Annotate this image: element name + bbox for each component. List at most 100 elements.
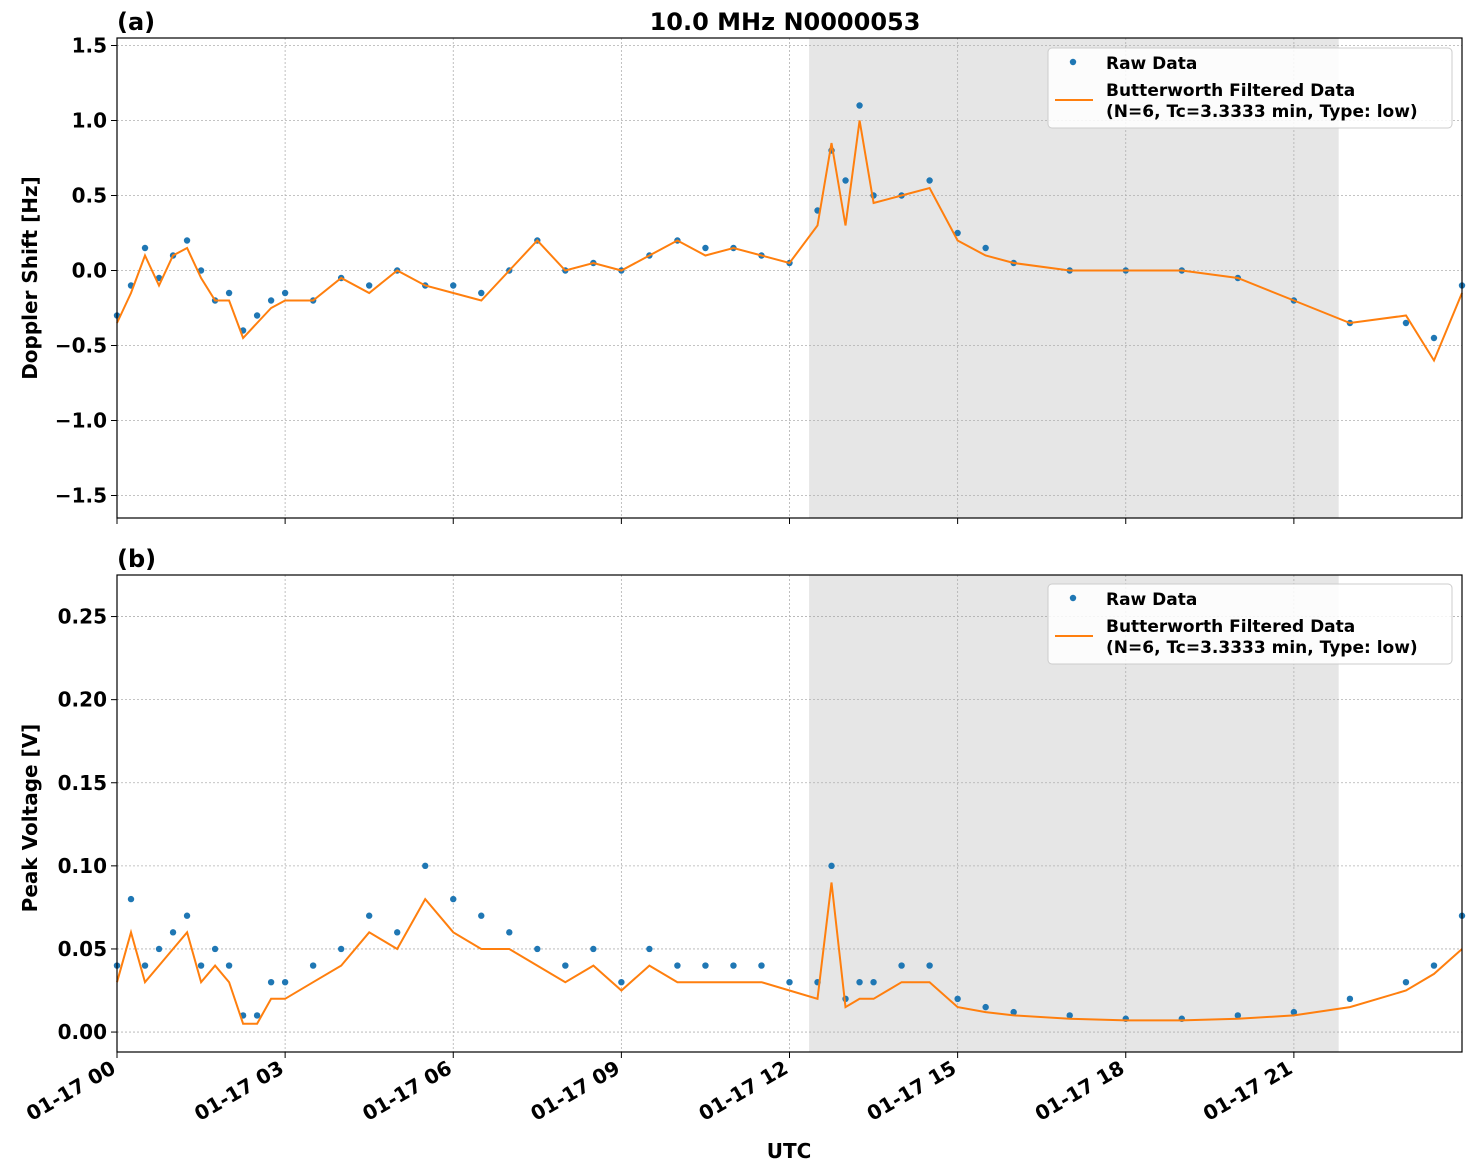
y-axis-label: Doppler Shift [Hz]: [18, 176, 42, 380]
y-tick-label: −1.5: [55, 484, 107, 508]
raw-data-point: [127, 895, 135, 903]
raw-data-point: [828, 862, 835, 870]
x-tick-label: 01-17 00: [22, 1056, 120, 1126]
raw-data-point: [281, 978, 289, 986]
raw-data-point: [281, 289, 289, 297]
raw-data-point: [1430, 962, 1438, 969]
x-tick-label: 01-17 15: [863, 1056, 961, 1126]
x-axis-ticks: 01-17 00 01-17 03 01-17 06 01-17 09 01-17 12…: [22, 1052, 1296, 1126]
raw-data-point: [155, 945, 163, 953]
raw-data-point: [898, 962, 905, 969]
raw-data-point: [422, 862, 429, 870]
raw-data-point: [365, 912, 373, 919]
x-axis-label: UTC: [767, 1139, 812, 1163]
legend: Raw Data Butterworth Filtered Data (N=6,…: [1047, 583, 1453, 665]
legend-marker-raw: [1069, 58, 1077, 66]
legend-box: [1047, 47, 1453, 129]
raw-data-point: [478, 912, 485, 919]
raw-data-point: [646, 945, 653, 953]
raw-data-point: [197, 962, 205, 969]
legend-label-filtered: Butterworth Filtered Data: [1106, 617, 1355, 637]
panel-label: (b): [117, 545, 156, 573]
raw-data-point: [982, 244, 989, 252]
raw-data-point: [926, 177, 933, 184]
legend-marker-raw: [1069, 594, 1077, 602]
raw-data-point: [1346, 995, 1354, 1003]
legend-box: [1047, 583, 1453, 665]
raw-data-point: [253, 1012, 261, 1019]
raw-data-point: [183, 237, 191, 244]
y-axis-ticks: 1.5 1.0 0.5 0.0 −0.5 −1.0 −1.5: [55, 34, 117, 508]
legend-label-raw: Raw Data: [1106, 590, 1197, 610]
y-tick-label: −1.0: [55, 409, 107, 433]
raw-data-point: [1234, 1012, 1242, 1019]
raw-data-point: [702, 244, 709, 252]
y-tick-label: 0.05: [58, 937, 107, 961]
raw-data-point: [786, 978, 793, 986]
y-tick-label: 0.20: [58, 688, 107, 712]
y-tick-label: 0.15: [58, 771, 107, 795]
raw-data-point: [1010, 1008, 1017, 1016]
y-tick-label: 0.0: [72, 259, 107, 283]
y-axis-ticks: 0.25 0.20 0.15 0.10 0.05 0.00: [58, 605, 117, 1044]
filtered-data-line: [116, 882, 1463, 1025]
panel-label: (a): [117, 8, 155, 36]
raw-data-point: [618, 978, 625, 986]
raw-data-point: [1066, 1012, 1073, 1019]
raw-data-point: [183, 912, 191, 919]
raw-data-point: [758, 962, 765, 969]
x-tick-label: 01-17 09: [526, 1056, 624, 1126]
raw-data-points: [113, 862, 1466, 1022]
raw-data-point: [141, 244, 149, 252]
raw-data-point: [365, 282, 373, 289]
raw-data-point: [141, 962, 149, 969]
y-tick-label: 0.25: [58, 605, 107, 629]
legend: Raw Data Butterworth Filtered Data (N=6,…: [1047, 47, 1453, 129]
legend-label-raw: Raw Data: [1106, 54, 1197, 74]
raw-data-point: [730, 962, 737, 969]
raw-data-point: [337, 945, 345, 953]
raw-data-point: [211, 945, 219, 953]
raw-data-point: [155, 274, 163, 282]
raw-data-point: [506, 929, 513, 936]
raw-data-point: [478, 289, 485, 297]
y-tick-label: 0.00: [58, 1020, 107, 1044]
raw-data-point: [870, 978, 877, 986]
legend-label-filtered: Butterworth Filtered Data: [1106, 81, 1355, 101]
raw-data-point: [267, 297, 275, 304]
legend-label-filtered-params: (N=6, Tc=3.3333 min, Type: low): [1106, 102, 1418, 122]
y-axis-label: Peak Voltage [V]: [18, 724, 42, 913]
raw-data-point: [534, 945, 541, 953]
legend-label-filtered-params: (N=6, Tc=3.3333 min, Type: low): [1106, 638, 1418, 658]
raw-data-point: [954, 229, 961, 237]
raw-data-point: [842, 177, 849, 184]
raw-data-point: [267, 978, 275, 986]
raw-data-point: [982, 1003, 989, 1011]
panel-b: 0.25 0.20 0.15 0.10 0.05 0.00 01-17 00 01-17 0…: [18, 545, 1466, 1163]
raw-data-point: [450, 895, 457, 903]
y-tick-label: 0.10: [58, 854, 107, 878]
y-tick-label: 1.0: [72, 109, 107, 133]
panel-a: 1.5 1.0 0.5 0.0 −0.5 −1.0 −1.5 (a) 10.0 MHz N0…: [18, 8, 1466, 524]
y-tick-label: 0.5: [72, 184, 107, 208]
x-tick-label: 01-17 03: [190, 1056, 288, 1126]
raw-data-point: [1430, 334, 1438, 342]
x-tick-label: 01-17 21: [1199, 1056, 1297, 1126]
raw-data-point: [1402, 319, 1410, 327]
raw-data-point: [1402, 978, 1410, 986]
raw-data-point: [1290, 1008, 1298, 1016]
raw-data-point: [674, 962, 681, 969]
raw-data-point: [253, 312, 261, 319]
raw-data-point: [309, 962, 317, 969]
raw-data-point: [169, 929, 177, 936]
raw-data-point: [225, 289, 233, 297]
raw-data-point: [450, 282, 457, 289]
x-tick-label: 01-17 06: [358, 1056, 456, 1126]
y-tick-label: −0.5: [55, 334, 107, 358]
x-axis-ticks: [116, 518, 1295, 524]
raw-data-point: [225, 962, 233, 969]
x-tick-label: 01-17 18: [1031, 1056, 1129, 1126]
raw-data-point: [954, 995, 961, 1003]
raw-data-point: [856, 102, 863, 109]
